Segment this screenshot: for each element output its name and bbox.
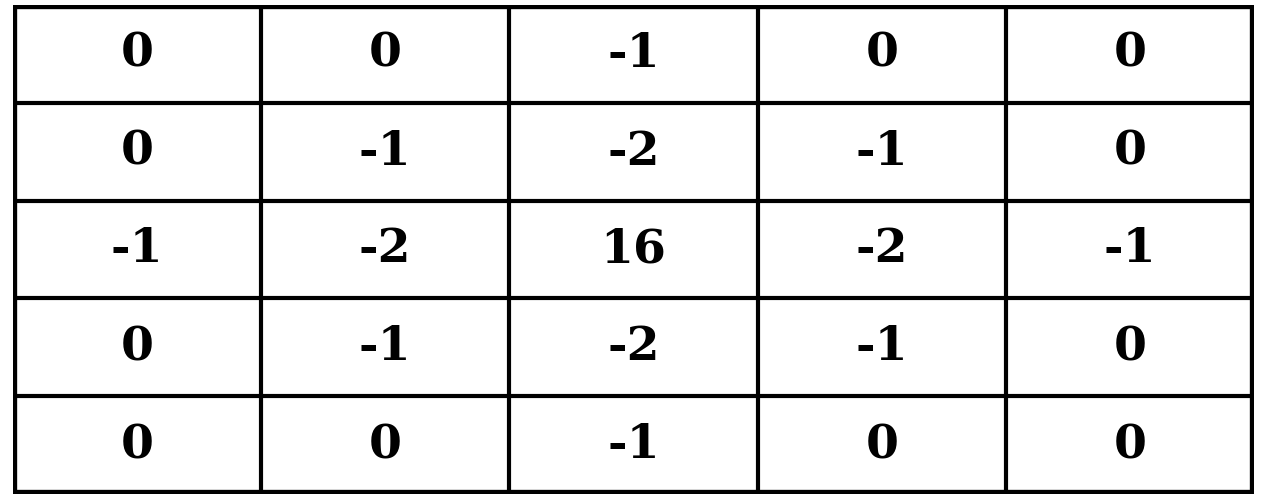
Text: -1: -1 [359, 129, 412, 175]
Bar [261, 103, 509, 201]
Text: -2: -2 [607, 324, 660, 370]
Text: 0: 0 [1114, 31, 1147, 77]
Bar [13, 201, 261, 298]
Bar [758, 201, 1006, 298]
Bar [509, 103, 758, 201]
Text: 0: 0 [120, 324, 153, 370]
Bar [1006, 298, 1254, 396]
Bar [509, 396, 758, 494]
Bar [261, 396, 509, 494]
Bar [13, 298, 261, 396]
Text: 0: 0 [120, 129, 153, 175]
Bar [509, 201, 758, 298]
Bar [1006, 5, 1254, 103]
Bar [13, 396, 261, 494]
Text: -1: -1 [855, 129, 908, 175]
Text: -1: -1 [607, 31, 660, 77]
Text: 0: 0 [1114, 129, 1147, 175]
Text: 0: 0 [865, 31, 898, 77]
Text: -2: -2 [359, 227, 412, 272]
Text: -2: -2 [607, 129, 660, 175]
Text: -1: -1 [359, 324, 412, 370]
Text: -1: -1 [110, 227, 163, 272]
Bar [261, 298, 509, 396]
Bar [758, 396, 1006, 494]
Bar [758, 5, 1006, 103]
Bar [758, 103, 1006, 201]
Bar [261, 201, 509, 298]
Text: 16: 16 [601, 227, 666, 272]
Text: -1: -1 [607, 422, 660, 468]
Bar [509, 298, 758, 396]
Text: 0: 0 [120, 31, 153, 77]
Text: 0: 0 [1114, 422, 1147, 468]
Text: 0: 0 [865, 422, 898, 468]
Text: -1: -1 [855, 324, 908, 370]
Text: 0: 0 [369, 31, 402, 77]
Bar [758, 298, 1006, 396]
Bar [13, 103, 261, 201]
Text: -2: -2 [855, 227, 908, 272]
Text: 0: 0 [369, 422, 402, 468]
Text: -1: -1 [1104, 227, 1157, 272]
Bar [13, 5, 261, 103]
Bar [1006, 396, 1254, 494]
Bar [509, 5, 758, 103]
Text: 0: 0 [1114, 324, 1147, 370]
Bar [1006, 201, 1254, 298]
Text: 0: 0 [120, 422, 153, 468]
Bar [261, 5, 509, 103]
Bar [1006, 103, 1254, 201]
